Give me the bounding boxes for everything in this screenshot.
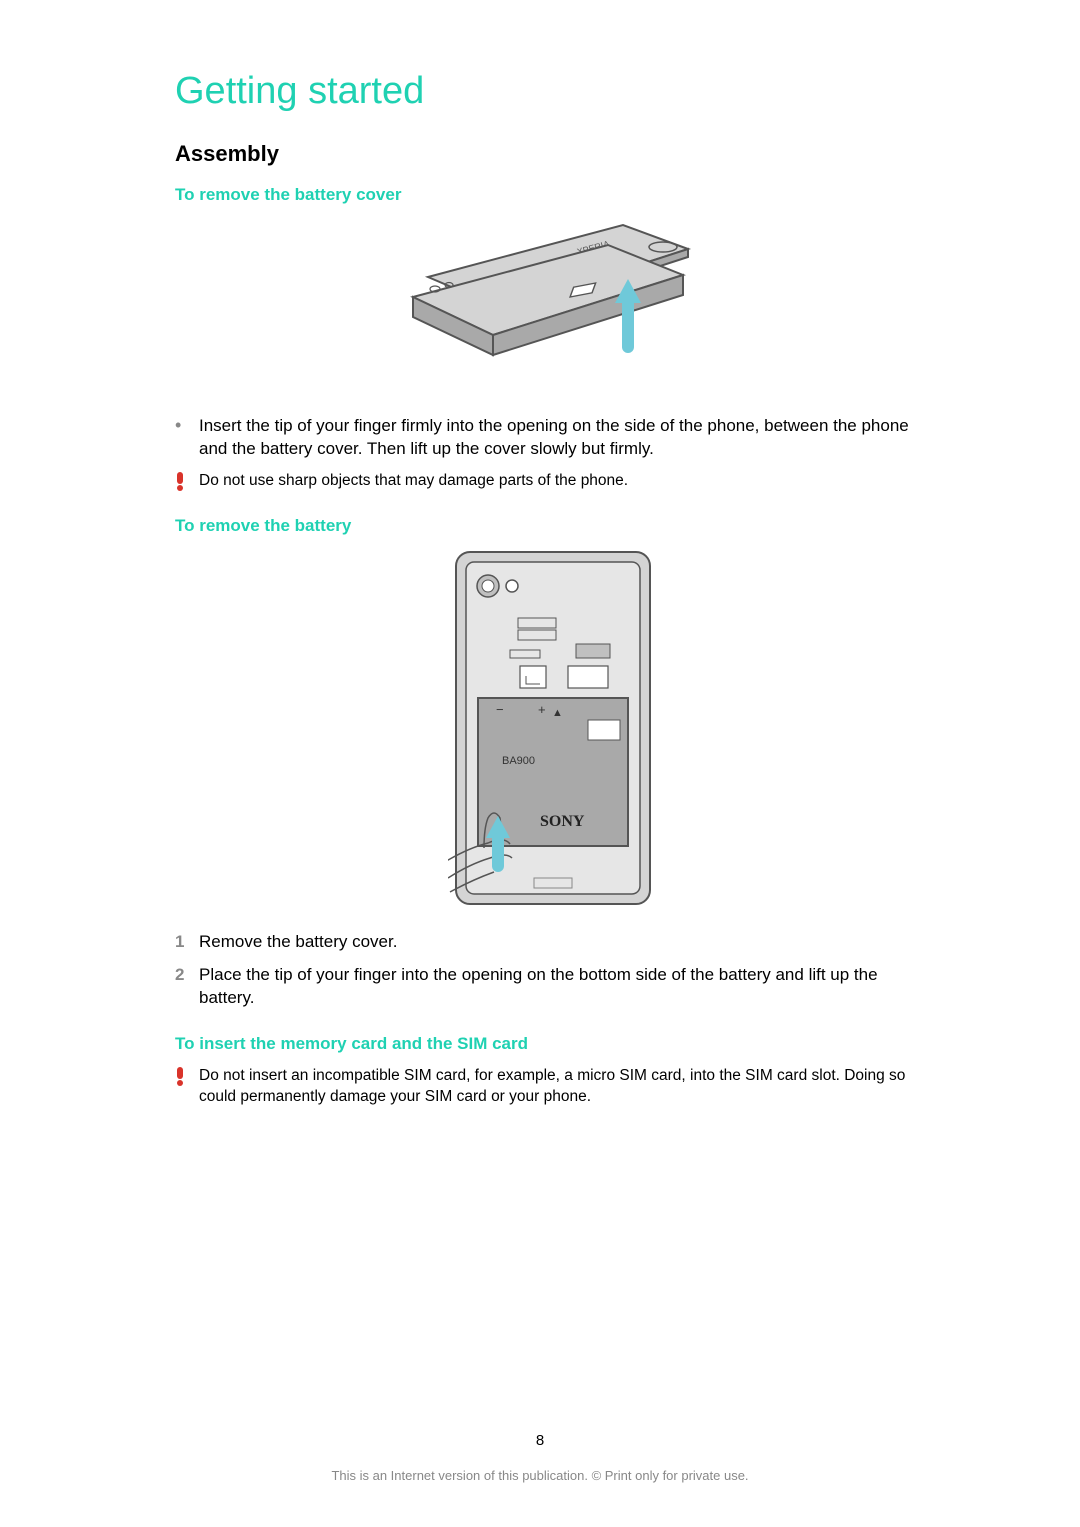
warning-icon xyxy=(175,472,185,490)
page-number: 8 xyxy=(0,1432,1080,1449)
number-marker: 2 xyxy=(175,964,199,987)
warning-text: Do not insert an incompatible SIM card, … xyxy=(199,1066,930,1108)
phone-cover-icon: XPERIA xyxy=(383,217,723,392)
warning-item: Do not insert an incompatible SIM card, … xyxy=(175,1066,930,1108)
svg-text:+: + xyxy=(538,702,546,717)
phone-battery-icon: − + ▲ BA900 SONY xyxy=(448,548,658,908)
number-marker: 1 xyxy=(175,931,199,954)
list-item: 2 Place the tip of your finger into the … xyxy=(175,964,930,1010)
svg-text:▲: ▲ xyxy=(552,707,563,719)
footer-note: This is an Internet version of this publ… xyxy=(0,1468,1080,1483)
warning-text: Do not use sharp objects that may damage… xyxy=(199,471,628,492)
sub-title-remove-cover: To remove the battery cover xyxy=(175,185,930,205)
section-title: Assembly xyxy=(175,141,930,167)
warning-item: Do not use sharp objects that may damage… xyxy=(175,471,930,492)
battery-model-label: BA900 xyxy=(502,755,535,767)
svg-text:−: − xyxy=(496,702,504,717)
list-item: 1 Remove the battery cover. xyxy=(175,931,930,954)
numbered-text: Place the tip of your finger into the op… xyxy=(199,964,930,1010)
bullet-marker: • xyxy=(175,415,199,437)
warning-icon xyxy=(175,1067,185,1085)
sub-title-remove-battery: To remove the battery xyxy=(175,516,930,536)
document-page: Getting started Assembly To remove the b… xyxy=(0,0,1080,1107)
sub-title-insert-sim: To insert the memory card and the SIM ca… xyxy=(175,1034,930,1054)
list-item: • Insert the tip of your finger firmly i… xyxy=(175,415,930,461)
bullet-text: Insert the tip of your finger firmly int… xyxy=(199,415,930,461)
illustration-remove-cover: XPERIA xyxy=(175,217,930,397)
main-title: Getting started xyxy=(175,70,930,113)
numbered-text: Remove the battery cover. xyxy=(199,931,930,954)
brand-label: SONY xyxy=(540,813,585,830)
illustration-remove-battery: − + ▲ BA900 SONY xyxy=(175,548,930,913)
